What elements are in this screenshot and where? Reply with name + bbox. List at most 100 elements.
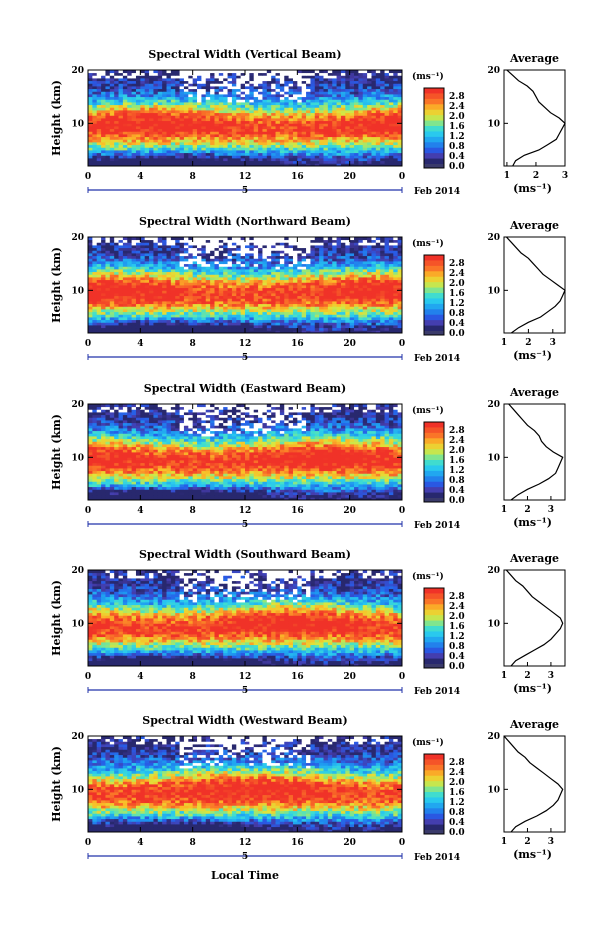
heatmap-cell: [279, 152, 285, 156]
heatmap-cell: [384, 295, 390, 299]
heatmap-cell: [284, 290, 290, 294]
heatmap-cell: [122, 123, 128, 127]
heatmap-cell: [306, 301, 311, 305]
heatmap-cell: [114, 86, 119, 90]
heatmap-cell: [166, 245, 172, 249]
heatmap-cell: [144, 118, 150, 122]
heatmap-cell: [88, 70, 93, 74]
heatmap-cell: [122, 282, 128, 286]
heatmap-cell: [292, 322, 298, 326]
heatmap-cell: [122, 83, 128, 87]
heatmap-cell: [380, 88, 385, 92]
heatmap-cell: [118, 160, 124, 164]
heatmap-cell: [192, 75, 198, 79]
heatmap-cell: [345, 107, 351, 111]
heatmap-cell: [362, 115, 368, 119]
heatmap-cell: [101, 261, 106, 265]
heatmap-cell: [162, 102, 167, 106]
heatmap-cell: [223, 80, 228, 84]
heatmap-cell: [258, 152, 263, 156]
heatmap-cell: [301, 261, 307, 265]
heatmap-cell: [393, 250, 399, 254]
heatmap-cell: [367, 253, 372, 257]
heatmap-cell: [327, 123, 333, 127]
heatmap-cell: [88, 266, 93, 270]
heatmap-cell: [105, 287, 111, 291]
heatmap-cell: [292, 247, 298, 251]
heatmap-cell: [345, 255, 351, 259]
heatmap-cell: [149, 123, 154, 127]
heatmap-cell: [114, 282, 119, 286]
heatmap-cell: [266, 99, 272, 103]
heatmap-cell: [297, 282, 303, 286]
heatmap-cell: [375, 126, 381, 130]
heatmap-cell: [127, 325, 133, 329]
heatmap-cell: [236, 104, 242, 108]
heatmap-cell: [236, 263, 242, 267]
heatmap-cell: [388, 70, 394, 74]
heatmap-cell: [266, 86, 272, 90]
heatmap-cell: [114, 274, 119, 278]
heatmap-cell: [218, 115, 224, 119]
heatmap-cell: [279, 306, 285, 310]
heatmap-cell: [301, 112, 307, 116]
heatmap-cell: [205, 314, 211, 318]
heatmap-cell: [354, 150, 359, 154]
heatmap-cell: [375, 160, 381, 164]
heatmap-cell: [354, 118, 359, 122]
heatmap-cell: [332, 139, 337, 143]
heatmap-cell: [275, 88, 281, 92]
heatmap-cell: [327, 293, 333, 297]
heatmap-cell: [92, 309, 98, 313]
heatmap-cell: [301, 158, 307, 162]
heatmap-cell: [262, 266, 268, 270]
heatmap-cell: [101, 144, 106, 148]
heatmap-cell: [358, 274, 364, 278]
heatmap-cell: [157, 298, 163, 302]
heatmap-cell: [240, 88, 246, 92]
heatmap-cell: [231, 319, 237, 323]
heatmap-cell: [345, 120, 351, 124]
heatmap-cell: [306, 150, 311, 154]
heatmap-cell: [101, 86, 106, 90]
heatmap-cell: [109, 269, 115, 273]
heatmap-cell: [223, 279, 228, 283]
heatmap-cell: [114, 245, 119, 249]
heatmap-cell: [92, 86, 98, 90]
heatmap-cell: [183, 298, 189, 302]
heatmap-cell: [310, 107, 316, 111]
heatmap-cell: [266, 319, 272, 323]
heatmap-cell: [166, 110, 172, 114]
heatmap-cell: [258, 247, 263, 251]
heatmap-cell: [345, 123, 351, 127]
heatmap-cell: [118, 120, 124, 124]
heatmap-cell: [310, 317, 316, 321]
heatmap-cell: [149, 271, 154, 275]
heatmap-cell: [249, 325, 255, 329]
heatmap-cell: [183, 80, 189, 84]
heatmap-cell: [231, 123, 237, 127]
heatmap-cell: [275, 134, 281, 138]
heatmap-cell: [157, 322, 163, 326]
heatmap-cell: [114, 269, 119, 273]
heatmap-cell: [292, 75, 298, 79]
heatmap-cell: [192, 155, 198, 159]
heatmap-cell: [144, 128, 150, 132]
heatmap-cell: [92, 155, 98, 159]
profile-title: Average: [509, 52, 559, 65]
heatmap-cell: [118, 293, 124, 297]
heatmap-cell: [306, 274, 311, 278]
heatmap-cell: [306, 72, 311, 76]
heatmap-cell: [144, 311, 150, 315]
heatmap-cell: [319, 142, 324, 146]
heatmap-cell: [301, 317, 307, 321]
profile-x-tick-label: 3: [562, 171, 568, 181]
heatmap-cell: [118, 112, 124, 116]
heatmap-cell: [223, 131, 228, 135]
heatmap-cell: [210, 107, 215, 111]
heatmap-cell: [127, 136, 133, 140]
heatmap-cell: [354, 311, 359, 315]
heatmap-cell: [367, 255, 372, 259]
heatmap-cell: [393, 155, 399, 159]
heatmap-cell: [301, 88, 307, 92]
